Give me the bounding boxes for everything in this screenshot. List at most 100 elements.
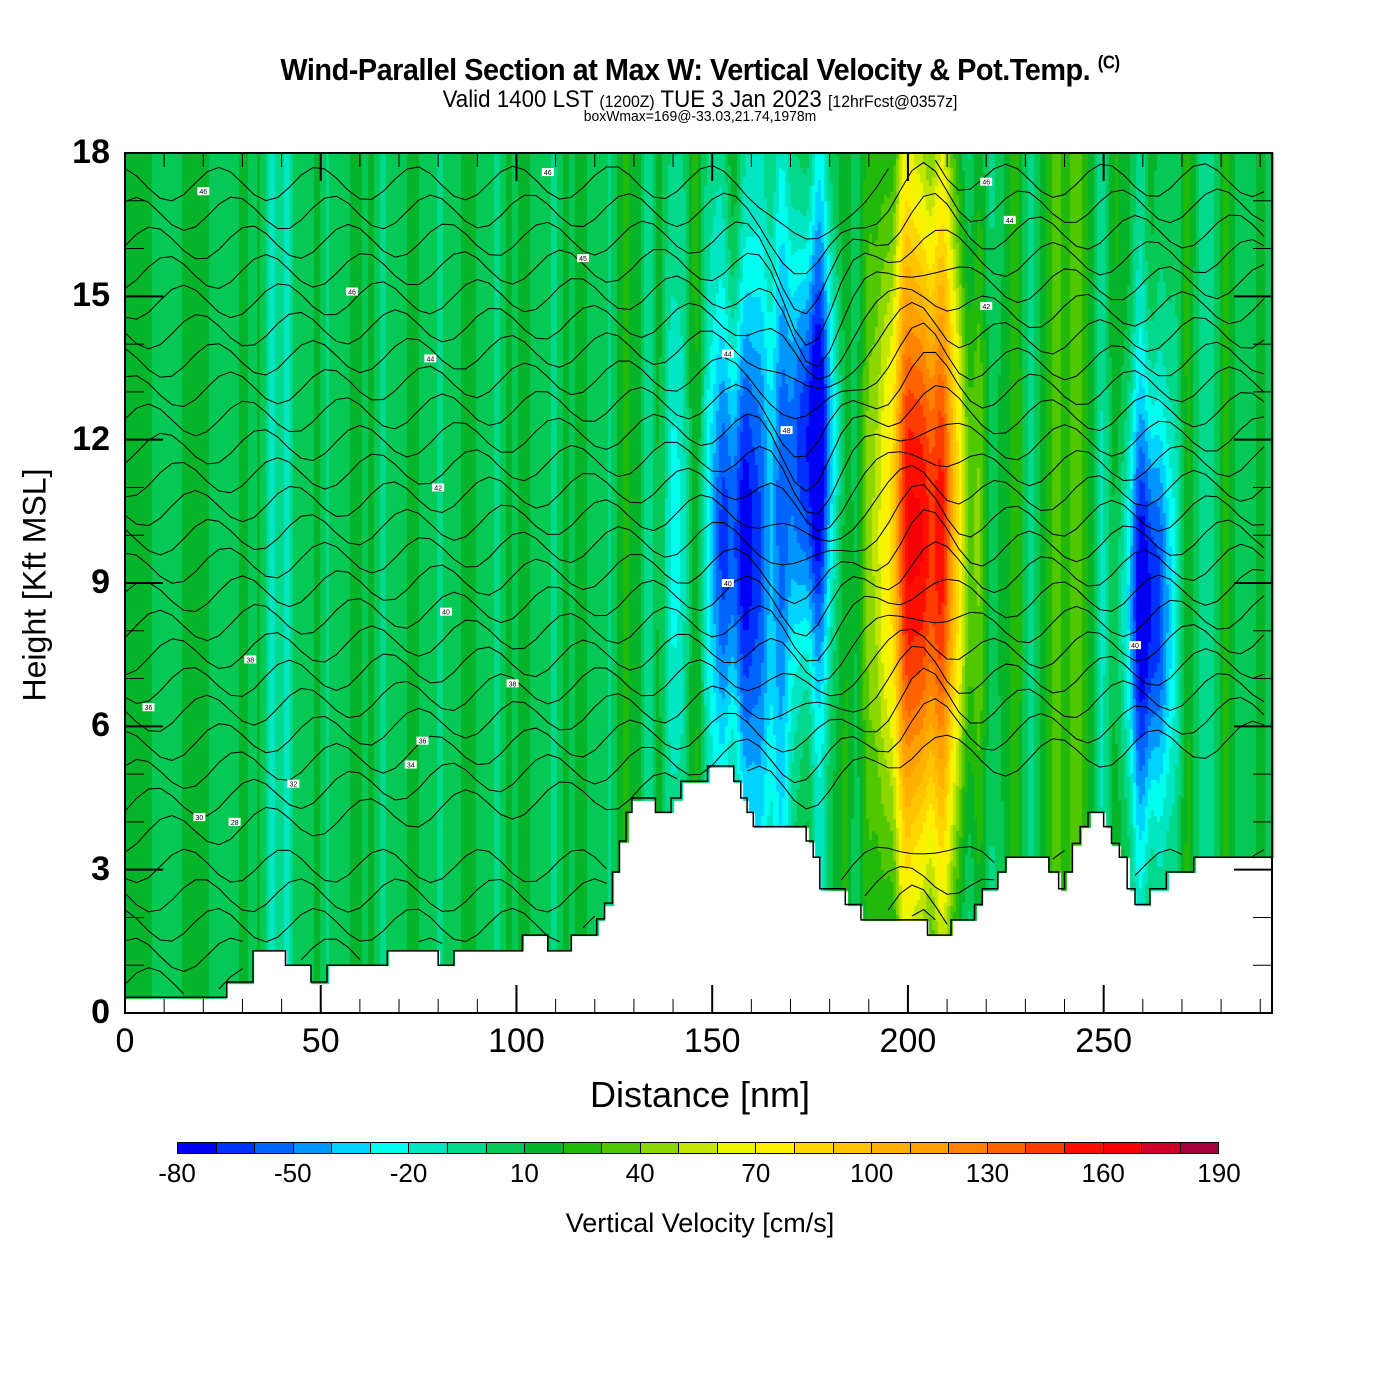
- contour-label: 40: [721, 579, 734, 588]
- colorbar-bin: [525, 1143, 564, 1153]
- contour-label: 28: [228, 817, 241, 827]
- colorbar-bin: [833, 1143, 873, 1153]
- theta-contour: [124, 568, 1265, 676]
- contour-label-text: 42: [982, 304, 990, 311]
- colorbar-tick-label: 70: [741, 1158, 771, 1188]
- theta-contour: [124, 464, 1265, 556]
- colorbar-bin: [717, 1143, 757, 1153]
- contour-label-text: 44: [1006, 218, 1014, 225]
- contour-label: 46: [197, 187, 210, 196]
- theta-contour: [124, 624, 1265, 732]
- colorbar-tick-label: -20: [389, 1158, 428, 1188]
- contour-label: 36: [416, 736, 429, 746]
- contour-label-text: 38: [246, 657, 254, 664]
- contour-label: 36: [142, 703, 155, 712]
- theta-contour: [887, 884, 948, 925]
- contour-label: 38: [506, 679, 519, 688]
- x-tick-label: 100: [488, 1022, 545, 1060]
- colorbar-bin: [216, 1143, 256, 1153]
- contour-label: 46: [980, 177, 993, 187]
- y-tick-label: 15: [72, 276, 110, 315]
- contour-label: 45: [577, 254, 590, 263]
- y-tick-label: 6: [91, 706, 110, 745]
- contour-label: 32: [287, 779, 300, 789]
- contour-label: 46: [541, 168, 554, 177]
- colorbar-bin: [679, 1143, 718, 1153]
- contour-label-text: 44: [724, 352, 732, 359]
- contour-label-text: 44: [426, 356, 434, 363]
- contour-label-text: 46: [544, 170, 552, 177]
- contour-label: 38: [244, 655, 257, 664]
- colorbar-tick-label: 40: [625, 1158, 655, 1188]
- theta-contour: [934, 159, 1265, 198]
- y-axis-label: Height [Kft MSL]: [16, 468, 53, 702]
- theta-contour: [300, 938, 361, 961]
- theta-contour: [124, 192, 1265, 315]
- theta-contour: [864, 866, 995, 897]
- colorbar-bin: [640, 1143, 680, 1153]
- theta-contour: [911, 908, 936, 921]
- contour-label: 40: [1128, 641, 1141, 650]
- contour-label: 44: [424, 354, 437, 363]
- colorbar-bin: [872, 1143, 911, 1153]
- colorbar-tick-label: 130: [965, 1158, 1010, 1188]
- contour-label-text: 45: [579, 256, 587, 263]
- x-tick-label: 0: [115, 1022, 135, 1060]
- theta-contour: [124, 772, 678, 853]
- colorbar-bin: [1142, 1143, 1181, 1153]
- colorbar-bin: [1103, 1143, 1143, 1153]
- theta-contour: [124, 667, 1265, 790]
- x-axis-label: Distance [nm]: [589, 1074, 811, 1115]
- y-tick-label: 18: [72, 133, 110, 171]
- contour-label-text: 36: [419, 739, 427, 746]
- contour-label-text: 40: [442, 610, 450, 617]
- theta-contour: [1134, 848, 1183, 876]
- colorbar-bin: [332, 1143, 371, 1153]
- theta-contour: [124, 696, 1265, 817]
- theta-contour: [124, 351, 1265, 458]
- theta-contour: [124, 229, 1265, 347]
- contour-label: 44: [1003, 215, 1016, 225]
- y-tick-label: 0: [91, 993, 110, 1031]
- theta-contour: [124, 445, 1265, 532]
- theta-contour: [124, 287, 1265, 381]
- contour-label: 40: [440, 607, 453, 617]
- contour-label-text: 40: [1131, 643, 1139, 650]
- colorbar-bin: [178, 1143, 217, 1153]
- theta-contour: [124, 416, 1265, 515]
- colorbar-bin: [1026, 1143, 1065, 1153]
- colorbar-bin: [447, 1143, 487, 1153]
- contour-label-text: 34: [407, 763, 415, 770]
- colorbar-tick-label: 100: [849, 1158, 894, 1188]
- contour-label-text: 30: [195, 815, 203, 822]
- colorbar-bin: [910, 1143, 950, 1153]
- contour-label: 42: [980, 301, 993, 311]
- theta-contour: [124, 301, 1265, 389]
- theta-contour: [124, 385, 1265, 493]
- theta-contour: [124, 484, 1265, 584]
- contour-label-text: 38: [509, 681, 517, 688]
- contour-label: 30: [193, 813, 206, 822]
- x-tick-label: 250: [1075, 1022, 1133, 1060]
- contour-label-text: 42: [434, 485, 442, 492]
- x-tick-label: 50: [301, 1022, 340, 1060]
- theta-contour: [124, 322, 1265, 420]
- contour-label: 42: [432, 483, 445, 492]
- theta-contour: [124, 595, 1265, 705]
- theta-contour: [218, 968, 243, 990]
- colorbar-bin: [602, 1143, 641, 1153]
- colorbar-bin: [255, 1143, 294, 1153]
- colorbar-bin: [563, 1143, 603, 1153]
- theta-contour: [124, 907, 560, 943]
- theta-contour: [124, 937, 243, 972]
- x-tick-label: 150: [683, 1022, 741, 1060]
- theta-contour: [840, 846, 995, 881]
- colorbar: [177, 1142, 1219, 1154]
- colorbar-bin: [756, 1143, 795, 1153]
- colorbar-bin: [987, 1143, 1027, 1153]
- theta-contour: [124, 541, 1265, 642]
- colorbar-title: Vertical Velocity [cm/s]: [565, 1208, 835, 1238]
- colorbar-tick-label: -50: [273, 1158, 312, 1188]
- theta-contour: [418, 937, 443, 944]
- y-tick-label: 12: [72, 419, 110, 458]
